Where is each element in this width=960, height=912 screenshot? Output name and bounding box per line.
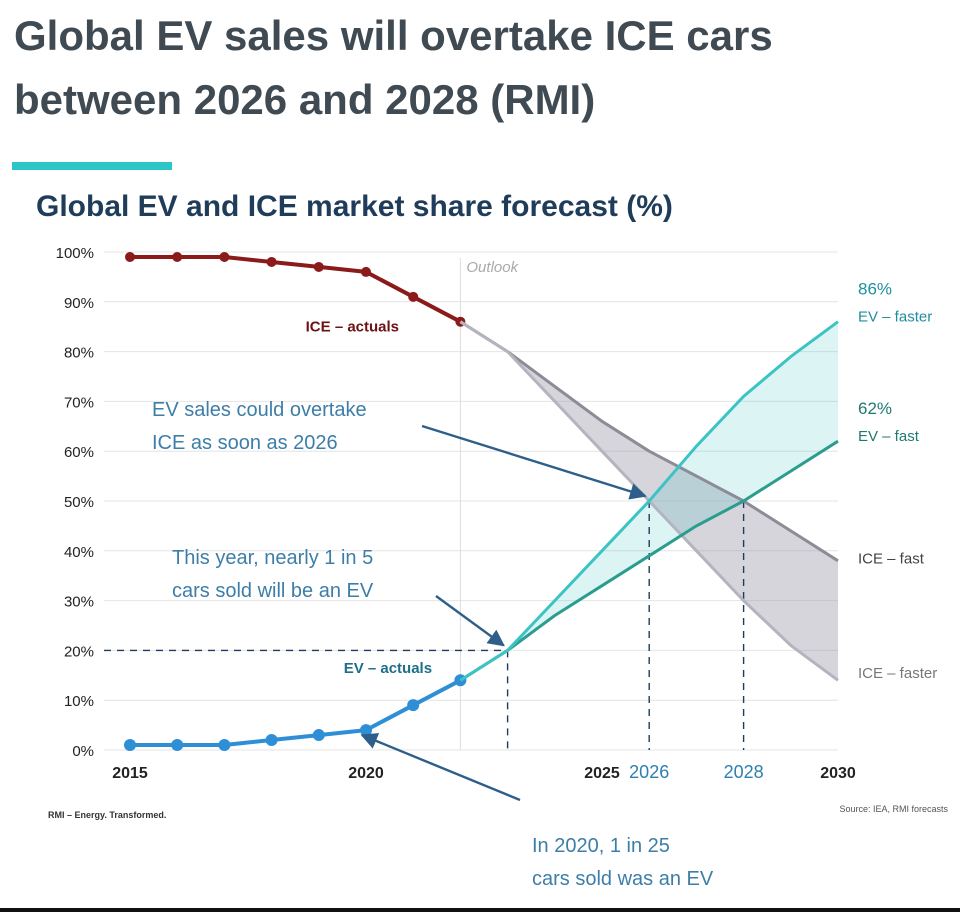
- y-tick-label: 100%: [56, 245, 94, 262]
- annotation-line: cars sold was an EV: [532, 868, 714, 890]
- series-line: [130, 678, 462, 747]
- y-tick-label: 90%: [64, 295, 94, 312]
- footer-source: Source: IEA, RMI forecasts: [839, 804, 948, 814]
- y-tick-label: 0%: [72, 743, 94, 760]
- series-line: [459, 439, 839, 682]
- y-tick-label: 60%: [64, 444, 94, 461]
- annotation-arrow: [360, 733, 521, 802]
- data-point: [266, 256, 277, 267]
- data-point: [171, 739, 184, 752]
- data-point: [312, 729, 325, 742]
- annotation-text: In 2020, 1 in 25 cars sold was an EV: [532, 835, 714, 890]
- data-point: [172, 251, 183, 262]
- end-label-ev-faster: EV – faster: [858, 309, 932, 326]
- series-label-ev-actuals: EV – actuals: [344, 660, 432, 677]
- annotation-line: cars sold will be an EV: [172, 580, 374, 602]
- y-tick-label: 80%: [64, 345, 94, 362]
- series-line: [459, 320, 839, 563]
- footer-brand: RMI – Energy. Transformed.: [48, 810, 167, 820]
- end-label-ev-fast: EV – fast: [858, 428, 920, 445]
- annotation-arrow: [421, 424, 647, 500]
- annotation-line: This year, nearly 1 in 5: [172, 547, 373, 569]
- end-value-ev-fast: 62%: [858, 399, 892, 418]
- x-tick-label: 2025: [584, 765, 620, 782]
- y-tick-label: 30%: [64, 594, 94, 611]
- x-tick-label: 2026: [629, 762, 669, 782]
- accent-bar: [12, 162, 172, 170]
- data-point: [361, 266, 371, 277]
- end-label-ice-faster: ICE – faster: [858, 665, 937, 682]
- data-point: [360, 724, 372, 737]
- x-tick-label: 2015: [112, 765, 148, 782]
- outlook-label: Outlook: [466, 259, 519, 276]
- annotation-arrow: [435, 595, 505, 647]
- x-tick-label: 2020: [348, 765, 384, 782]
- end-value-ev-faster: 86%: [858, 279, 892, 298]
- x-tick-label: 2028: [724, 762, 764, 782]
- annotation-line: EV sales could overtake: [152, 399, 367, 421]
- y-tick-label: 20%: [64, 643, 94, 660]
- y-tick-label: 50%: [64, 494, 94, 511]
- data-point: [313, 261, 324, 272]
- data-point: [218, 739, 231, 752]
- data-point: [407, 699, 420, 712]
- annotation-line: ICE as soon as 2026: [152, 432, 338, 454]
- headline: Global EV sales will overtake ICE cars b…: [14, 12, 773, 123]
- end-label-ice-fast: ICE – fast: [858, 550, 925, 567]
- y-tick-label: 70%: [64, 394, 94, 411]
- data-point: [124, 739, 136, 752]
- series-line: [459, 320, 839, 682]
- data-point: [408, 291, 419, 302]
- annotation-text: EV sales could overtake ICE as soon as 20…: [152, 399, 367, 454]
- series-line: [130, 255, 462, 324]
- y-tick-label: 10%: [64, 693, 94, 710]
- annotation-text: This year, nearly 1 in 5 cars sold will b…: [172, 547, 374, 602]
- x-tick-label: 2030: [820, 765, 856, 782]
- data-point: [265, 734, 278, 747]
- y-tick-label: 40%: [64, 544, 94, 561]
- series-label-ice-actuals: ICE – actuals: [306, 319, 399, 336]
- data-point: [219, 251, 230, 262]
- annotation-line: In 2020, 1 in 25: [532, 835, 670, 857]
- chart-title: Global EV and ICE market share forecast …: [36, 190, 673, 223]
- market-share-chart: 0% 10% 20% 30% 40% 50% 60% 70% 80% 90% 100% Outlook…: [56, 245, 938, 890]
- bottom-rule: [0, 908, 960, 912]
- data-point: [125, 251, 135, 262]
